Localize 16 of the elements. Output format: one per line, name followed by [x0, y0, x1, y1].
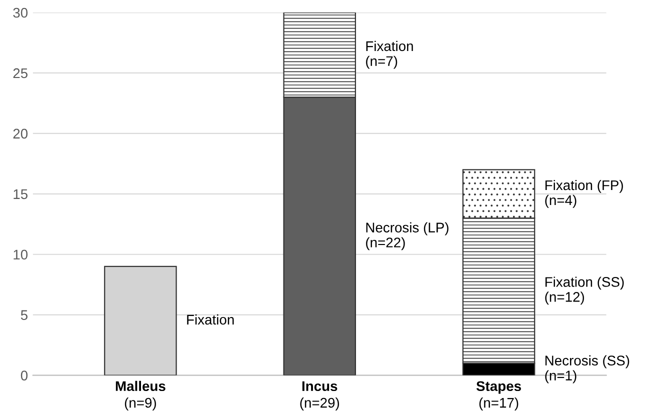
series-label: Fixation (SS) (n=12) [545, 276, 624, 305]
series-label: Fixation (n=7) [366, 40, 413, 69]
y-tick-label: 0 [20, 370, 28, 380]
y-tick-label: 25 [13, 68, 28, 78]
y-tick-label: 30 [13, 8, 28, 18]
y-tick-label: 5 [20, 310, 28, 320]
x-tick-label: Malleus (n=9) [116, 380, 166, 410]
x-tick-label: Incus (n=29) [300, 381, 340, 410]
series-label: Necrosis (SS) (n=1) [545, 355, 630, 384]
x-tick-label: Stapes (n=17) [476, 381, 521, 410]
series-label: Fixation (FP) (n=4) [545, 180, 623, 208]
y-tick-label: 10 [14, 250, 28, 260]
series-label: Necrosis (LP) (n=22) [366, 222, 448, 250]
series-label: Fixation [187, 314, 234, 325]
y-tick-label: 15 [14, 189, 28, 200]
y-tick-label: 20 [13, 128, 28, 139]
